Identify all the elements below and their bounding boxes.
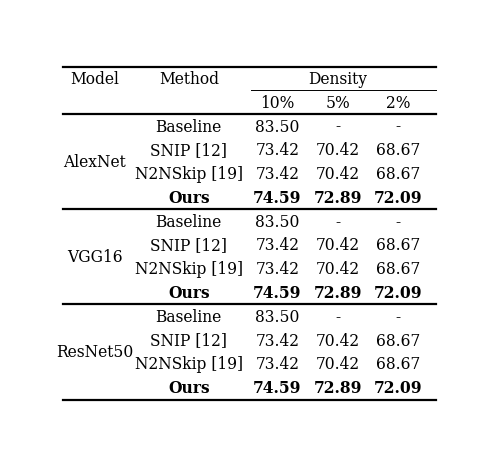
- Text: -: -: [335, 308, 340, 325]
- Text: 74.59: 74.59: [253, 379, 302, 396]
- Text: N2NSkip [19]: N2NSkip [19]: [135, 166, 243, 183]
- Text: Baseline: Baseline: [156, 308, 222, 325]
- Text: 73.42: 73.42: [255, 166, 299, 183]
- Text: 83.50: 83.50: [255, 213, 299, 230]
- Text: AlexNet: AlexNet: [63, 154, 126, 171]
- Text: 2%: 2%: [385, 95, 410, 112]
- Text: -: -: [395, 213, 400, 230]
- Text: SNIP [12]: SNIP [12]: [150, 142, 227, 159]
- Text: 72.89: 72.89: [313, 379, 362, 396]
- Text: Ours: Ours: [168, 190, 209, 207]
- Text: VGG16: VGG16: [67, 249, 122, 266]
- Text: 10%: 10%: [260, 95, 295, 112]
- Text: Ours: Ours: [168, 379, 209, 396]
- Text: SNIP [12]: SNIP [12]: [150, 237, 227, 254]
- Text: N2NSkip [19]: N2NSkip [19]: [135, 261, 243, 278]
- Text: 72.89: 72.89: [313, 190, 362, 207]
- Text: 74.59: 74.59: [253, 190, 302, 207]
- Text: 72.89: 72.89: [313, 285, 362, 302]
- Text: ResNet50: ResNet50: [56, 344, 133, 361]
- Text: Density: Density: [308, 71, 367, 88]
- Text: 68.67: 68.67: [376, 332, 420, 349]
- Text: 70.42: 70.42: [315, 237, 360, 254]
- Text: 72.09: 72.09: [374, 379, 422, 396]
- Text: 68.67: 68.67: [376, 356, 420, 373]
- Text: 73.42: 73.42: [255, 332, 299, 349]
- Text: 73.42: 73.42: [255, 142, 299, 159]
- Text: -: -: [395, 118, 400, 135]
- Text: Model: Model: [70, 71, 119, 88]
- Text: 73.42: 73.42: [255, 356, 299, 373]
- Text: 83.50: 83.50: [255, 308, 299, 325]
- Text: 73.42: 73.42: [255, 237, 299, 254]
- Text: N2NSkip [19]: N2NSkip [19]: [135, 356, 243, 373]
- Text: 70.42: 70.42: [315, 166, 360, 183]
- Text: Ours: Ours: [168, 285, 209, 302]
- Text: Method: Method: [159, 71, 219, 88]
- Text: Baseline: Baseline: [156, 213, 222, 230]
- Text: 73.42: 73.42: [255, 261, 299, 278]
- Text: 68.67: 68.67: [376, 142, 420, 159]
- Text: 83.50: 83.50: [255, 118, 299, 135]
- Text: 68.67: 68.67: [376, 261, 420, 278]
- Text: 68.67: 68.67: [376, 237, 420, 254]
- Text: 5%: 5%: [325, 95, 350, 112]
- Text: 68.67: 68.67: [376, 166, 420, 183]
- Text: -: -: [395, 308, 400, 325]
- Text: -: -: [335, 213, 340, 230]
- Text: 70.42: 70.42: [315, 356, 360, 373]
- Text: Baseline: Baseline: [156, 118, 222, 135]
- Text: 70.42: 70.42: [315, 261, 360, 278]
- Text: 72.09: 72.09: [374, 190, 422, 207]
- Text: 72.09: 72.09: [374, 285, 422, 302]
- Text: 70.42: 70.42: [315, 332, 360, 349]
- Text: SNIP [12]: SNIP [12]: [150, 332, 227, 349]
- Text: 74.59: 74.59: [253, 285, 302, 302]
- Text: 70.42: 70.42: [315, 142, 360, 159]
- Text: -: -: [335, 118, 340, 135]
